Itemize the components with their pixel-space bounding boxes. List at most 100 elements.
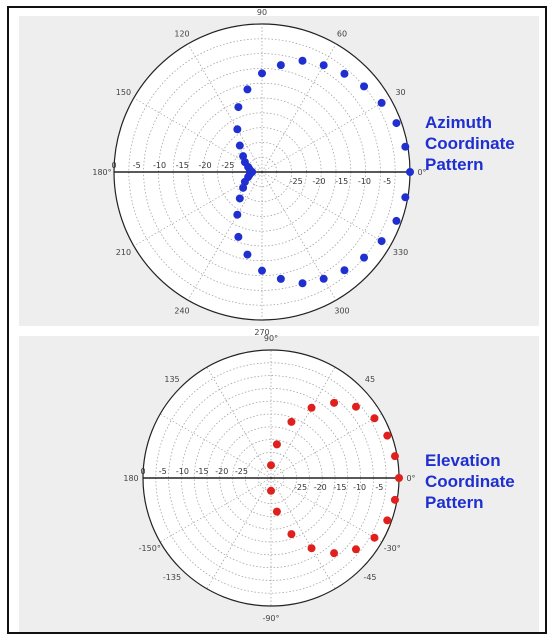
- azimuth-caption: Azimuth Coordinate Pattern: [425, 112, 515, 175]
- data-point: [360, 253, 369, 262]
- radial-tick-label: -5: [383, 177, 391, 186]
- data-point: [392, 119, 401, 128]
- radial-tick-label: -5: [375, 483, 383, 492]
- azimuth-caption-line-1: Azimuth: [425, 113, 493, 132]
- polar-grid-spoke: [133, 171, 263, 247]
- data-point: [340, 266, 349, 275]
- angle-label: -30°: [384, 544, 401, 553]
- angle-label: 300: [334, 307, 349, 316]
- data-point: [276, 274, 285, 283]
- angle-label: 150: [116, 88, 131, 97]
- polar-grid-spoke: [261, 97, 391, 173]
- data-point: [330, 549, 339, 558]
- radial-tick-label: -20: [314, 483, 327, 492]
- elevation-caption: Elevation Coordinate Pattern: [425, 450, 515, 513]
- data-point: [351, 545, 360, 554]
- angle-label: 270: [254, 328, 269, 337]
- data-point: [377, 98, 386, 107]
- angle-label: -135: [163, 573, 181, 582]
- data-point: [276, 61, 285, 70]
- polar-grid-spoke: [270, 477, 383, 543]
- polar-grid-spoke: [270, 366, 336, 479]
- data-point: [319, 274, 328, 283]
- radial-tick-label: 0: [140, 467, 145, 476]
- data-point: [287, 417, 296, 426]
- data-point: [383, 516, 392, 525]
- polar-chart-0: 0 -5 -10 -15 -20 -25 -5 -10 -15 -20 -25 0° 30 60 90 120…: [92, 8, 426, 337]
- data-point: [235, 194, 244, 203]
- angle-label: 180: [123, 474, 138, 483]
- data-point: [233, 125, 242, 134]
- polar-grid-spoke: [261, 171, 391, 247]
- angle-label: -150°: [139, 544, 161, 553]
- elevation-caption-line-3: Pattern: [425, 493, 484, 512]
- data-point: [377, 237, 386, 246]
- data-point: [298, 56, 307, 65]
- data-point: [239, 183, 248, 192]
- polar-chart-1: 0 -5 -10 -15 -20 -25 -5 -10 -15 -20 -25 0° 45 90° 135 1…: [123, 334, 415, 623]
- data-point: [272, 440, 281, 449]
- data-point: [267, 486, 275, 495]
- data-point: [390, 452, 399, 461]
- angle-label: 0°: [406, 474, 415, 483]
- data-point: [272, 507, 281, 516]
- data-point: [233, 210, 242, 219]
- polar-grid-spoke: [206, 477, 272, 590]
- data-point: [392, 216, 401, 225]
- polar-grid-spoke: [159, 477, 272, 543]
- polar-grid-spoke: [133, 97, 263, 173]
- angle-label: 210: [116, 248, 131, 257]
- angle-label: 120: [174, 29, 189, 38]
- angle-label: 45: [365, 375, 375, 384]
- radial-tick-label: -15: [335, 177, 348, 186]
- data-point: [258, 266, 266, 275]
- angle-label: 90: [257, 8, 267, 17]
- polar-grid-spoke: [159, 413, 272, 479]
- radial-tick-label: -10: [353, 483, 366, 492]
- radial-tick-label: -10: [358, 177, 371, 186]
- data-point: [370, 533, 379, 542]
- angle-label: 90°: [264, 334, 278, 343]
- angle-label: 240: [174, 307, 189, 316]
- angle-label: 0°: [417, 168, 426, 177]
- data-point: [370, 414, 379, 423]
- polar-grid-spoke: [270, 413, 383, 479]
- data-point: [298, 279, 307, 288]
- polar-grid-spoke: [187, 43, 263, 173]
- data-point: [383, 431, 392, 440]
- radial-tick-label: -10: [153, 161, 166, 170]
- data-point: [401, 193, 410, 202]
- radial-tick-label: -20: [312, 177, 325, 186]
- data-point: [243, 250, 252, 259]
- angle-label: 135: [164, 375, 179, 384]
- elevation-caption-line-1: Elevation: [425, 451, 501, 470]
- polar-grid-spoke: [187, 171, 263, 301]
- data-point: [360, 82, 369, 91]
- angle-label: 30: [395, 88, 405, 97]
- data-point: [267, 461, 275, 470]
- radial-tick-label: -20: [199, 161, 212, 170]
- data-point: [287, 530, 296, 539]
- elevation-caption-line-2: Coordinate: [425, 472, 515, 491]
- data-point: [307, 403, 316, 412]
- azimuth-caption-line-3: Pattern: [425, 155, 484, 174]
- data-point: [235, 141, 244, 150]
- data-point: [234, 103, 243, 112]
- radial-tick-label: 0: [111, 161, 116, 170]
- radial-tick-label: -5: [133, 161, 141, 170]
- radial-tick-label: -25: [290, 177, 303, 186]
- angle-label: 330: [393, 248, 408, 257]
- radial-tick-label: -15: [176, 161, 189, 170]
- data-point: [390, 495, 399, 504]
- radial-tick-label: -5: [159, 467, 167, 476]
- angle-label: -90°: [262, 614, 279, 623]
- data-point: [234, 232, 243, 241]
- data-point: [307, 544, 316, 553]
- radial-tick-label: -25: [221, 161, 234, 170]
- radial-tick-label: -10: [176, 467, 189, 476]
- data-point: [319, 61, 328, 70]
- data-point: [401, 142, 410, 151]
- polar-grid-spoke: [206, 366, 272, 479]
- data-point: [243, 85, 252, 94]
